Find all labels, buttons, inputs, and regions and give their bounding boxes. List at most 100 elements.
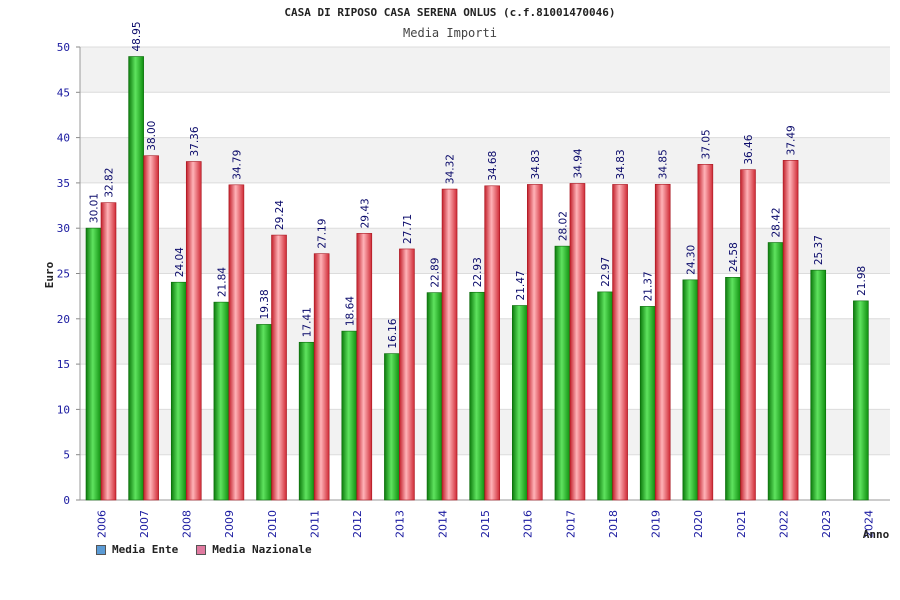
data-label: 21.98 [856, 266, 868, 296]
x-tick-label: 2023 [820, 510, 833, 538]
y-tick-label: 5 [63, 449, 70, 462]
data-label: 29.43 [359, 198, 371, 228]
x-tick-label: 2009 [223, 510, 236, 538]
bar-media-nazionale-2018 [612, 184, 628, 501]
bar-media-ente-2013 [384, 353, 400, 501]
data-label: 32.82 [104, 168, 116, 198]
x-tick-label: 2011 [308, 510, 321, 538]
x-tick-label: 2006 [95, 510, 108, 538]
data-label: 34.94 [572, 148, 584, 178]
data-label: 22.97 [600, 257, 612, 287]
y-tick-label: 15 [57, 358, 70, 371]
data-label: 22.93 [472, 257, 484, 287]
data-label: 30.01 [89, 193, 101, 223]
x-tick-label: 2021 [735, 510, 748, 538]
legend-label-media-ente: Media Ente [112, 543, 179, 556]
bar-media-ente-2008 [170, 281, 187, 501]
legend: Media Ente Media Nazionale [96, 543, 312, 556]
data-label: 22.89 [430, 258, 442, 288]
bar-media-nazionale-2009 [228, 184, 245, 501]
bar-media-ente-2024 [853, 300, 869, 501]
legend-swatch-media-nazionale [196, 544, 207, 555]
data-label: 34.79 [231, 150, 243, 180]
data-label: 18.64 [344, 296, 356, 326]
y-tick-label: 30 [57, 222, 70, 235]
bar-media-nazionale-2021 [740, 169, 756, 501]
data-label: 34.85 [658, 149, 670, 179]
y-tick-label: 10 [57, 403, 70, 416]
bar-media-ente-2011 [298, 341, 315, 501]
data-label: 34.83 [530, 149, 542, 179]
data-label: 38.00 [146, 121, 158, 151]
bar-media-ente-2006 [85, 227, 102, 501]
bar-media-nazionale-2008 [185, 161, 202, 501]
legend-item-media-nazionale: Media Nazionale [196, 543, 312, 556]
data-label: 19.38 [259, 289, 271, 319]
bar-media-ente-2020 [682, 279, 699, 501]
data-label: 36.46 [743, 134, 755, 164]
y-axis-label: Euro [43, 261, 56, 288]
y-tick-label: 45 [57, 86, 70, 99]
data-label: 34.68 [487, 151, 499, 181]
bar-media-nazionale-2015 [484, 185, 500, 501]
data-label: 27.71 [402, 214, 414, 244]
data-label: 37.49 [786, 125, 798, 155]
bar-media-nazionale-2014 [441, 188, 458, 501]
bar-media-ente-2019 [639, 306, 656, 501]
bar-media-ente-2016 [512, 305, 528, 501]
bar-media-ente-2022 [767, 242, 784, 501]
bar-media-ente-2023 [810, 269, 827, 501]
data-label: 21.47 [515, 270, 527, 300]
x-tick-label: 2017 [564, 510, 577, 538]
bar-media-nazionale-2010 [271, 234, 287, 501]
bar-media-ente-2007 [128, 56, 144, 501]
y-tick-label: 40 [57, 132, 70, 145]
bar-media-nazionale-2016 [527, 184, 543, 501]
x-tick-label: 2008 [181, 510, 194, 538]
bar-media-nazionale-2017 [569, 183, 586, 501]
bar-media-ente-2012 [341, 330, 358, 501]
data-label: 28.42 [771, 207, 783, 237]
y-tick-label: 25 [57, 268, 70, 281]
bar-media-nazionale-2019 [654, 183, 671, 501]
grid-band [80, 47, 890, 93]
bar-media-ente-2018 [597, 291, 613, 501]
legend-swatch-media-ente [96, 544, 106, 555]
data-label: 29.24 [274, 200, 286, 230]
x-tick-label: 2022 [777, 510, 790, 538]
data-label: 48.95 [131, 21, 143, 51]
data-label: 21.37 [643, 271, 655, 301]
bar-media-nazionale-2006 [100, 202, 117, 501]
data-label: 17.41 [302, 307, 314, 337]
data-label: 24.04 [174, 247, 186, 277]
bar-media-nazionale-2022 [782, 160, 799, 501]
x-tick-label: 2013 [394, 510, 407, 538]
chart-subtitle: Media Importi [403, 26, 497, 40]
bar-media-nazionale-2007 [143, 155, 159, 501]
x-tick-label: 2010 [266, 510, 279, 538]
bar-media-nazionale-2013 [399, 248, 415, 501]
y-tick-label: 0 [63, 494, 70, 507]
data-label: 16.16 [387, 318, 399, 348]
x-tick-label: 2014 [436, 510, 449, 538]
bar-media-ente-2021 [725, 277, 741, 501]
data-label: 27.19 [317, 219, 329, 249]
x-tick-label: 2024 [863, 510, 876, 538]
x-tick-label: 2016 [522, 510, 535, 538]
data-label: 34.83 [615, 149, 627, 179]
data-label: 25.37 [813, 235, 825, 265]
y-tick-label: 20 [57, 313, 70, 326]
legend-label-media-nazionale: Media Nazionale [212, 543, 312, 556]
data-label: 28.02 [557, 211, 569, 241]
bar-media-nazionale-2020 [697, 164, 714, 501]
x-tick-label: 2007 [138, 510, 151, 538]
x-tick-label: 2015 [479, 510, 492, 538]
y-tick-label: 50 [57, 41, 70, 54]
data-label: 34.32 [445, 154, 457, 184]
data-label: 37.36 [189, 126, 201, 156]
bar-media-ente-2009 [213, 301, 230, 501]
data-label: 21.84 [216, 267, 228, 297]
x-tick-label: 2020 [692, 510, 705, 538]
x-tick-label: 2018 [607, 510, 620, 538]
data-label: 37.05 [700, 129, 712, 159]
